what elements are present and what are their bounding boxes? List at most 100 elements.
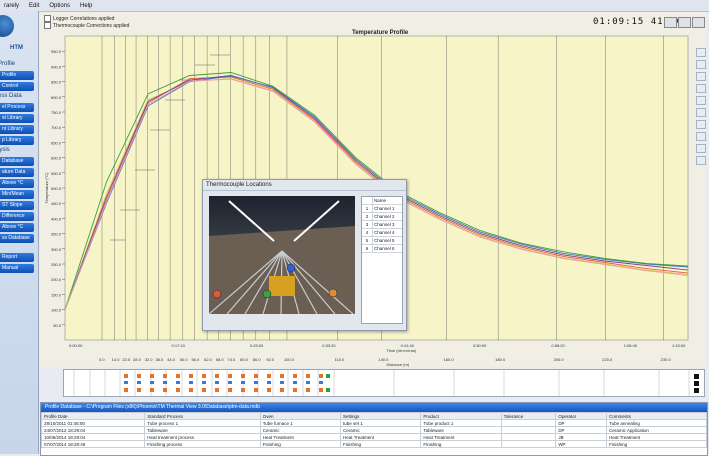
chart-tool-button[interactable]	[696, 96, 706, 105]
event-marker[interactable]	[163, 388, 167, 392]
chart-tool-button[interactable]	[696, 60, 706, 69]
event-marker[interactable]	[326, 388, 330, 392]
column-header[interactable]: Operator	[555, 412, 608, 420]
event-marker[interactable]	[202, 388, 206, 392]
event-marker[interactable]	[228, 388, 232, 392]
event-marker[interactable]	[254, 374, 258, 378]
sidebar-button[interactable]: Above °C	[0, 179, 34, 188]
column-header[interactable]: Oven	[259, 412, 342, 420]
sidebar-button[interactable]: Difference	[0, 212, 34, 221]
event-marker[interactable]	[254, 381, 258, 384]
sidebar-button[interactable]: ature Data	[0, 168, 34, 177]
sidebar-button[interactable]: Control	[0, 82, 34, 91]
thermocouple-marker[interactable]	[328, 288, 338, 298]
event-marker[interactable]	[241, 388, 245, 392]
sidebar-button[interactable]: st Library	[0, 114, 34, 123]
chart-tool-button[interactable]	[696, 120, 706, 129]
sidebar-button[interactable]: Min/Mean	[0, 190, 34, 199]
chart-tool-button[interactable]	[696, 156, 706, 165]
event-marker[interactable]	[306, 381, 310, 384]
event-marker[interactable]	[228, 374, 232, 378]
table-row[interactable]: 28/10/2011 01:45:50 Tube process 1 Tube fu…	[40, 419, 707, 427]
column-header[interactable]: Product	[420, 412, 502, 420]
close-button[interactable]	[692, 17, 705, 28]
event-marker[interactable]	[293, 388, 297, 392]
event-marker[interactable]	[694, 388, 699, 393]
sidebar-button[interactable]: p Library	[0, 136, 34, 145]
event-marker[interactable]	[293, 381, 297, 384]
event-marker[interactable]	[150, 381, 154, 384]
event-marker[interactable]	[124, 388, 128, 392]
event-marker-strip[interactable]	[63, 369, 705, 397]
thermocouple-correction-option[interactable]: Thermocouple Corrections applied	[44, 22, 129, 29]
menu-item-rarely[interactable]: rarely	[4, 2, 20, 9]
maximize-button[interactable]	[678, 17, 691, 28]
event-marker[interactable]	[124, 374, 128, 378]
column-header[interactable]: Profile Date	[40, 412, 146, 420]
event-marker[interactable]	[215, 388, 219, 392]
sidebar-button[interactable]: nt Library	[0, 125, 34, 134]
event-marker[interactable]	[163, 374, 167, 378]
sidebar-button[interactable]: ST Slope	[0, 201, 34, 210]
column-header[interactable]: Tolerance	[500, 412, 557, 420]
event-marker[interactable]	[228, 381, 232, 384]
event-marker[interactable]	[293, 374, 297, 378]
event-marker[interactable]	[202, 381, 206, 384]
table-row[interactable]: 10/06/2014 18:29:04 Heat treatment proces…	[40, 433, 707, 441]
chart-tool-button[interactable]	[696, 48, 706, 57]
menu-item-options[interactable]: Options	[49, 2, 71, 9]
thermocouple-marker[interactable]	[286, 263, 296, 273]
event-marker[interactable]	[215, 381, 219, 384]
event-marker[interactable]	[306, 388, 310, 392]
event-marker[interactable]	[189, 374, 193, 378]
event-marker[interactable]	[319, 388, 323, 392]
chart-tool-button[interactable]	[696, 72, 706, 81]
event-marker[interactable]	[267, 381, 271, 384]
event-marker[interactable]	[202, 374, 206, 378]
event-marker[interactable]	[150, 374, 154, 378]
chart-tool-button[interactable]	[696, 132, 706, 141]
minimize-button[interactable]	[664, 17, 677, 28]
chart-tool-button[interactable]	[696, 144, 706, 153]
column-header[interactable]: Settings	[340, 412, 422, 420]
event-marker[interactable]	[137, 374, 141, 378]
event-marker[interactable]	[176, 388, 180, 392]
column-header[interactable]: Standard Process	[144, 412, 261, 420]
chart-tool-button[interactable]	[696, 108, 706, 117]
chart-tool-button[interactable]	[696, 84, 706, 93]
channel-row[interactable]: 4 Channel 4	[362, 229, 402, 237]
checkbox[interactable]	[44, 15, 51, 22]
sidebar-button[interactable]: Database	[0, 157, 34, 166]
event-marker[interactable]	[137, 388, 141, 392]
event-marker[interactable]	[694, 374, 699, 379]
event-marker[interactable]	[124, 381, 128, 384]
event-marker[interactable]	[176, 374, 180, 378]
event-marker[interactable]	[241, 381, 245, 384]
event-marker[interactable]	[163, 381, 167, 384]
event-marker[interactable]	[306, 374, 310, 378]
event-marker[interactable]	[254, 388, 258, 392]
event-marker[interactable]	[137, 381, 141, 384]
event-marker[interactable]	[241, 374, 245, 378]
channel-row[interactable]: 5 Channel 5	[362, 237, 402, 245]
sidebar-button[interactable]: ss Database	[0, 234, 34, 243]
event-marker[interactable]	[150, 388, 154, 392]
thermocouple-marker[interactable]	[212, 289, 222, 299]
event-marker[interactable]	[215, 374, 219, 378]
sidebar-button[interactable]: Report	[0, 253, 34, 262]
channel-row[interactable]: 3 Channel 3	[362, 221, 402, 229]
thermocouple-marker[interactable]	[262, 289, 272, 299]
event-marker[interactable]	[694, 381, 699, 386]
channel-row[interactable]: 6 Channel 6	[362, 245, 402, 253]
channel-row[interactable]: 1 Channel 1	[362, 205, 402, 213]
column-header[interactable]: Comments	[606, 412, 707, 420]
table-row[interactable]: 07/07/2014 18:28:49 Finishing process Fini…	[40, 440, 707, 448]
sidebar-button[interactable]: Manual	[0, 264, 34, 273]
sidebar-button[interactable]: Profile	[0, 71, 34, 80]
event-marker[interactable]	[319, 381, 323, 384]
event-marker[interactable]	[326, 374, 330, 378]
menu-item-edit[interactable]: Edit	[29, 2, 40, 9]
event-marker[interactable]	[280, 388, 284, 392]
event-marker[interactable]	[267, 388, 271, 392]
